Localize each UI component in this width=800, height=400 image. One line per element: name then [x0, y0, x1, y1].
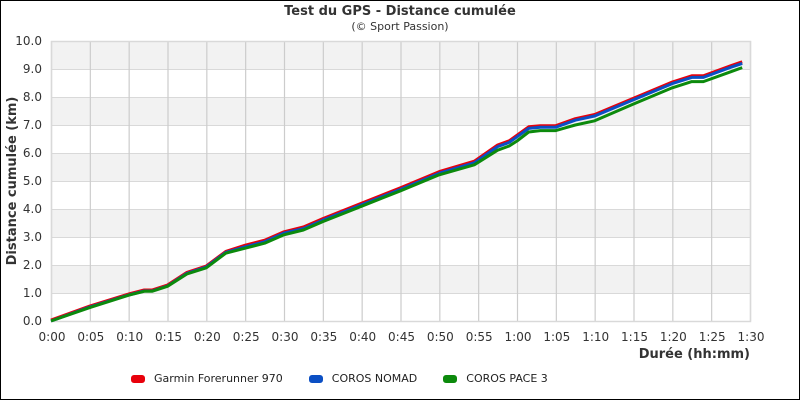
grid-lines	[50, 40, 752, 323]
x-tick-label: 1:20	[660, 330, 687, 344]
y-axis-ticks: 0.0 1.0 2.0 3.0 4.0 5.0 6.0 7.0 8.0 9.0 10.0	[15, 34, 42, 328]
y-tick-label: 4.0	[23, 202, 42, 216]
x-tick-label: 0:05	[77, 330, 104, 344]
y-tick-label: 0.0	[23, 314, 42, 328]
x-tick-label: 0:20	[194, 330, 221, 344]
x-tick-label: 1:30	[738, 330, 765, 344]
x-tick-label: 0:10	[116, 330, 143, 344]
x-tick-label: 1:05	[543, 330, 570, 344]
x-axis-ticks: 0:00 0:05 0:10 0:15 0:20 0:25 0:30 0:35 0:40 0:45…	[39, 330, 765, 344]
y-tick-label: 10.0	[15, 34, 42, 48]
legend-item-garmin[interactable]: Garmin Forerunner 970	[131, 372, 283, 385]
x-tick-label: 0:35	[310, 330, 337, 344]
legend-swatch-icon	[308, 374, 323, 383]
y-tick-label: 7.0	[23, 118, 42, 132]
legend: Garmin Forerunner 970 COROS NOMAD COROS …	[131, 372, 574, 385]
x-tick-label: 1:10	[582, 330, 609, 344]
y-tick-label: 3.0	[23, 230, 42, 244]
x-tick-label: 1:25	[699, 330, 726, 344]
legend-label: COROS NOMAD	[331, 372, 418, 385]
x-tick-label: 0:50	[427, 330, 454, 344]
y-tick-label: 6.0	[23, 146, 42, 160]
chart-title: Test du GPS - Distance cumulée	[284, 4, 516, 19]
legend-swatch-icon	[131, 374, 145, 383]
legend-item-coros-pace3[interactable]: COROS PACE 3	[443, 372, 548, 385]
x-tick-label: 0:55	[466, 330, 493, 344]
y-axis-label: Distance cumulée (km)	[5, 97, 20, 266]
legend-swatch-icon	[443, 374, 458, 383]
y-tick-label: 9.0	[23, 62, 42, 76]
x-tick-label: 0:25	[233, 330, 260, 344]
y-tick-label: 5.0	[23, 174, 42, 188]
x-tick-label: 1:00	[505, 330, 532, 344]
y-tick-label: 1.0	[23, 286, 42, 300]
legend-label: COROS PACE 3	[466, 372, 548, 385]
chart-subtitle: (© Sport Passion)	[351, 20, 449, 33]
x-tick-label: 0:15	[155, 330, 182, 344]
y-tick-label: 2.0	[23, 258, 42, 272]
legend-label: Garmin Forerunner 970	[154, 372, 283, 385]
series-line-2	[50, 66, 743, 323]
legend-item-coros-nomad[interactable]: COROS NOMAD	[308, 372, 418, 385]
y-tick-label: 8.0	[23, 90, 42, 104]
x-tick-label: 1:15	[621, 330, 648, 344]
x-tick-label: 0:40	[349, 330, 376, 344]
x-tick-label: 0:30	[272, 330, 299, 344]
x-tick-label: 0:00	[39, 330, 66, 344]
x-axis-label: Durée (hh:mm)	[639, 347, 750, 362]
x-tick-label: 0:45	[388, 330, 415, 344]
series-lines	[50, 60, 743, 323]
